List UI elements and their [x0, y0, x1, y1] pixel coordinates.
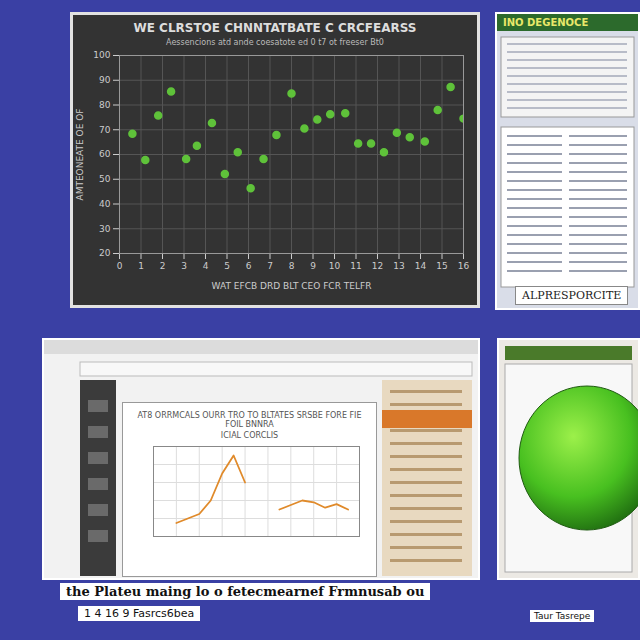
svg-text:13: 13	[393, 261, 404, 271]
svg-text:20: 20	[99, 248, 111, 258]
svg-text:70: 70	[99, 125, 111, 135]
svg-text:AMTEONEATE OE OF: AMTEONEATE OE OF	[75, 108, 85, 200]
svg-text:16: 16	[458, 261, 470, 271]
svg-text:11: 11	[350, 261, 361, 271]
html-text:INO DEGENOCE: INO DEGENOCE	[503, 17, 589, 28]
svg-text:6: 6	[246, 261, 252, 271]
html-text:WE CLRSTOE CHNNTATBATE C CRCFE: WE CLRSTOE CHNNTATBATE C CRCFEARSS	[133, 21, 417, 35]
svg-text:7: 7	[267, 261, 273, 271]
svg-text:9: 9	[310, 261, 316, 271]
html-text:ALPRESPORCITE: ALPRESPORCITE	[522, 289, 622, 302]
svg-text:15: 15	[436, 261, 447, 271]
html-text:ICIAL CORCLIS: ICIAL CORCLIS	[220, 431, 279, 440]
svg-text:14: 14	[415, 261, 427, 271]
html-text:AT8 ORRMCALS OURR TRO TO BLTAT: AT8 ORRMCALS OURR TRO TO BLTATES SRSBE F…	[137, 411, 362, 429]
svg-text:90: 90	[99, 75, 111, 85]
svg-text:80: 80	[99, 100, 111, 110]
svg-text:3: 3	[181, 261, 187, 271]
svg-text:60: 60	[99, 149, 111, 159]
svg-text:WAT EFCB DRD BLT CEO FCR TELFR: WAT EFCB DRD BLT CEO FCR TELFR	[212, 281, 372, 291]
svg-text:50: 50	[99, 174, 111, 184]
svg-text:100: 100	[93, 50, 110, 60]
svg-text:5: 5	[224, 261, 230, 271]
html-text:Aessencions atd ande coesatote: Aessencions atd ande coesatote ed 0 t7 o…	[166, 38, 384, 47]
svg-text:4: 4	[203, 261, 209, 271]
svg-text:0: 0	[117, 261, 123, 271]
svg-text:1: 1	[138, 261, 144, 271]
svg-text:30: 30	[99, 224, 111, 234]
svg-text:8: 8	[289, 261, 295, 271]
html-text:the Plateu maing lo o fetecmea: the Plateu maing lo o fetecmearnef Frmnu…	[66, 584, 425, 599]
html-text:Taur Tasrepe: Taur Tasrepe	[534, 611, 591, 621]
svg-text:10: 10	[329, 261, 341, 271]
svg-text:12: 12	[372, 261, 383, 271]
svg-text:40: 40	[99, 199, 111, 209]
html-text:1 4 16 9 Fasrcs6bea: 1 4 16 9 Fasrcs6bea	[84, 607, 195, 620]
svg-text:2: 2	[160, 261, 166, 271]
